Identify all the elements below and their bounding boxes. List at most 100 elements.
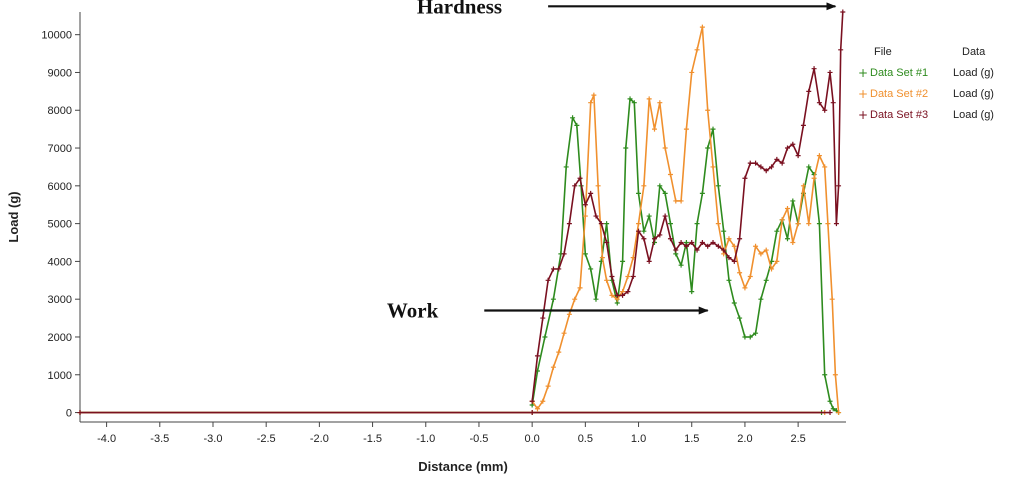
data-point <box>646 258 652 264</box>
data-point <box>683 243 689 249</box>
data-point <box>825 221 831 227</box>
data-point <box>737 315 743 321</box>
data-point <box>678 262 684 268</box>
data-point <box>689 240 695 246</box>
data-point <box>683 126 689 132</box>
data-point <box>550 296 556 302</box>
data-point <box>609 292 615 298</box>
data-point <box>630 274 636 280</box>
data-point <box>689 69 695 75</box>
data-point <box>774 156 780 162</box>
series-6 <box>529 9 846 404</box>
legend-entry-1-data: Load (g) <box>953 67 994 79</box>
data-point <box>806 221 812 227</box>
data-point <box>636 190 642 196</box>
data-point <box>836 410 842 416</box>
data-point <box>827 410 833 416</box>
data-point <box>694 47 700 53</box>
y-tick-label: 4000 <box>48 256 72 268</box>
data-point <box>550 364 556 370</box>
data-point <box>540 398 546 404</box>
data-point <box>678 198 684 204</box>
y-tick-label: 0 <box>66 408 72 420</box>
data-point <box>836 183 842 189</box>
x-tick-label: -2.0 <box>310 433 329 445</box>
data-point <box>753 243 759 249</box>
y-tick-label: 10000 <box>41 30 72 42</box>
data-point <box>822 372 828 378</box>
data-point <box>832 372 838 378</box>
data-point <box>636 221 642 227</box>
y-tick-label: 7000 <box>48 143 72 155</box>
y-tick-label: 5000 <box>48 219 72 231</box>
data-point <box>577 175 583 181</box>
data-point <box>641 183 647 189</box>
data-point <box>710 164 716 170</box>
data-point <box>540 315 546 321</box>
y-tick-label: 6000 <box>48 181 72 193</box>
data-point <box>588 266 594 272</box>
data-point <box>641 228 647 234</box>
data-point <box>811 66 817 72</box>
data-point <box>737 236 743 242</box>
legend-header-data: Data <box>962 46 986 58</box>
data-point <box>774 258 780 264</box>
x-tick-label: 2.5 <box>790 433 805 445</box>
data-point <box>662 145 668 151</box>
data-point <box>800 183 806 189</box>
data-point <box>588 100 594 106</box>
data-point <box>705 243 711 249</box>
data-point <box>774 228 780 234</box>
data-point <box>625 274 631 280</box>
data-point <box>556 266 562 272</box>
data-point <box>816 221 822 227</box>
data-point <box>763 168 769 174</box>
data-point <box>572 183 578 189</box>
data-point <box>763 277 769 283</box>
y-axis-title: Load (g) <box>6 191 21 242</box>
data-point <box>77 410 83 416</box>
x-tick-label: -1.5 <box>363 433 382 445</box>
data-point <box>731 300 737 306</box>
data-point <box>646 213 652 219</box>
data-point <box>570 115 576 121</box>
data-point <box>627 96 633 102</box>
data-point <box>779 217 785 223</box>
data-point <box>636 228 642 234</box>
data-point <box>561 330 567 336</box>
data-point <box>657 183 663 189</box>
axes: -4.0 -3.5 -3.0 -2.5 -2.0 -1.5 -1.0 -0.5 0.0 0.5 1.… <box>41 12 846 445</box>
y-tick-label: 8000 <box>48 105 72 117</box>
series-line <box>531 98 840 414</box>
series-2 <box>529 96 842 416</box>
data-point <box>641 236 647 242</box>
data-point <box>822 164 828 170</box>
data-point <box>833 221 839 227</box>
data-point <box>604 277 610 283</box>
data-point <box>657 232 663 238</box>
data-point <box>595 183 601 189</box>
x-tick-label: -3.5 <box>150 433 169 445</box>
y-tick-label: 9000 <box>48 67 72 79</box>
data-point <box>534 353 540 359</box>
x-tick-label: -1.0 <box>416 433 435 445</box>
data-point <box>784 145 790 151</box>
annotation-label: Work <box>387 299 439 323</box>
data-point <box>795 153 801 159</box>
data-point <box>582 213 588 219</box>
data-point <box>715 221 721 227</box>
series-layer <box>77 9 846 416</box>
legend-entry-3-file: Data Set #3 <box>870 109 928 121</box>
data-point <box>588 190 594 196</box>
data-point <box>721 228 727 234</box>
data-point <box>625 289 631 295</box>
data-point <box>742 334 748 340</box>
annotations: Hardness Work <box>387 0 837 323</box>
data-point <box>747 160 753 166</box>
data-point <box>822 107 828 113</box>
legend-entry-2-file: Data Set #2 <box>870 88 928 100</box>
data-point <box>534 406 540 412</box>
data-point <box>779 160 785 166</box>
x-axis-title: Distance (mm) <box>418 459 508 474</box>
